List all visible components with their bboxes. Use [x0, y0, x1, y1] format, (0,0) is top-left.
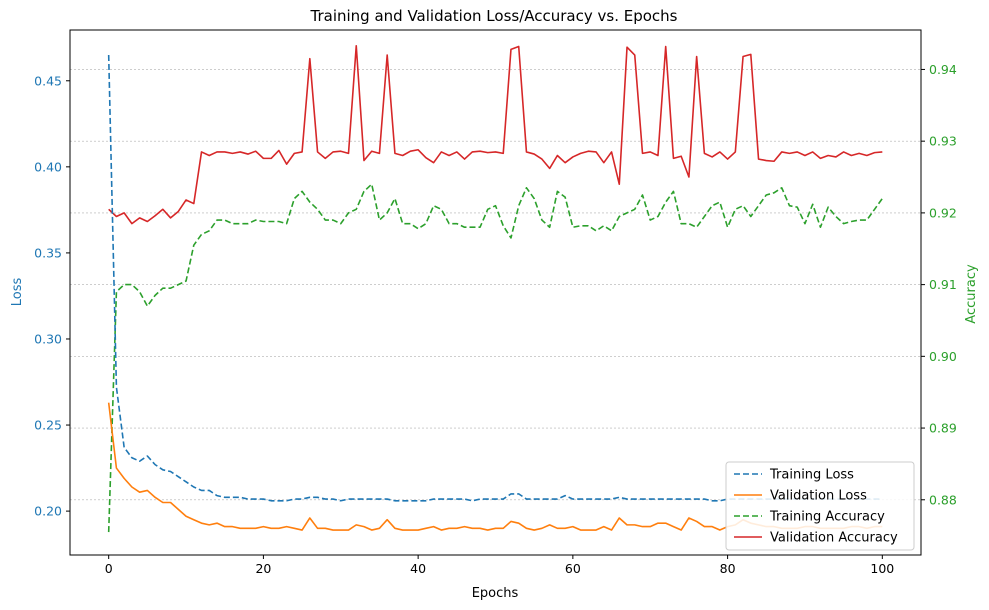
- x-tick-label: 60: [565, 561, 581, 576]
- x-axis-label: Epochs: [472, 586, 519, 601]
- y-right-tick-label: 0.91: [929, 277, 957, 292]
- chart-title: Training and Validation Loss/Accuracy vs…: [310, 7, 678, 25]
- y-left-axis-ticks: 0.20 0.25 0.30 0.35 0.40 0.45: [34, 73, 70, 519]
- y-right-tick-label: 0.92: [929, 205, 957, 220]
- series-line-training-accuracy: [107, 183, 883, 533]
- y-left-tick-label: 0.30: [34, 331, 62, 346]
- legend: Training Loss Validation Loss Training Acc…: [725, 461, 915, 551]
- y-left-tick-label: 0.20: [34, 504, 62, 519]
- y-right-tick-label: 0.89: [929, 421, 957, 436]
- y-right-tick-label: 0.93: [929, 134, 957, 149]
- x-tick-label: 80: [720, 561, 736, 576]
- x-tick-label: 40: [410, 561, 426, 576]
- y-right-tick-label: 0.94: [929, 62, 957, 77]
- x-tick-label: 20: [255, 561, 271, 576]
- grid-lines: [70, 69, 921, 501]
- legend-label: Validation Loss: [770, 489, 867, 504]
- plot-frame: [69, 29, 922, 556]
- y-left-axis-label: Loss: [10, 278, 25, 307]
- y-right-axis-ticks: 0.88 0.89 0.90 0.91 0.92 0.93 0.94: [921, 62, 957, 507]
- y-left-tick-label: 0.35: [34, 245, 62, 260]
- y-right-axis-label: Accuracy: [964, 264, 979, 324]
- series-line-validation-accuracy: [108, 44, 883, 225]
- x-tick-label: 0: [105, 561, 113, 576]
- y-right-tick-label: 0.90: [929, 349, 957, 364]
- legend-label: Training Loss: [769, 468, 854, 483]
- y-right-tick-label: 0.88: [929, 492, 957, 507]
- x-tick-label: 100: [870, 561, 894, 576]
- legend-label: Training Accuracy: [769, 510, 885, 525]
- legend-box: [725, 461, 915, 551]
- y-left-tick-label: 0.40: [34, 159, 62, 174]
- legend-label: Validation Accuracy: [770, 531, 898, 546]
- y-left-tick-label: 0.25: [34, 418, 62, 433]
- y-left-tick-label: 0.45: [34, 73, 62, 88]
- x-axis-ticks: 0 20 40 60 80 100: [105, 555, 894, 576]
